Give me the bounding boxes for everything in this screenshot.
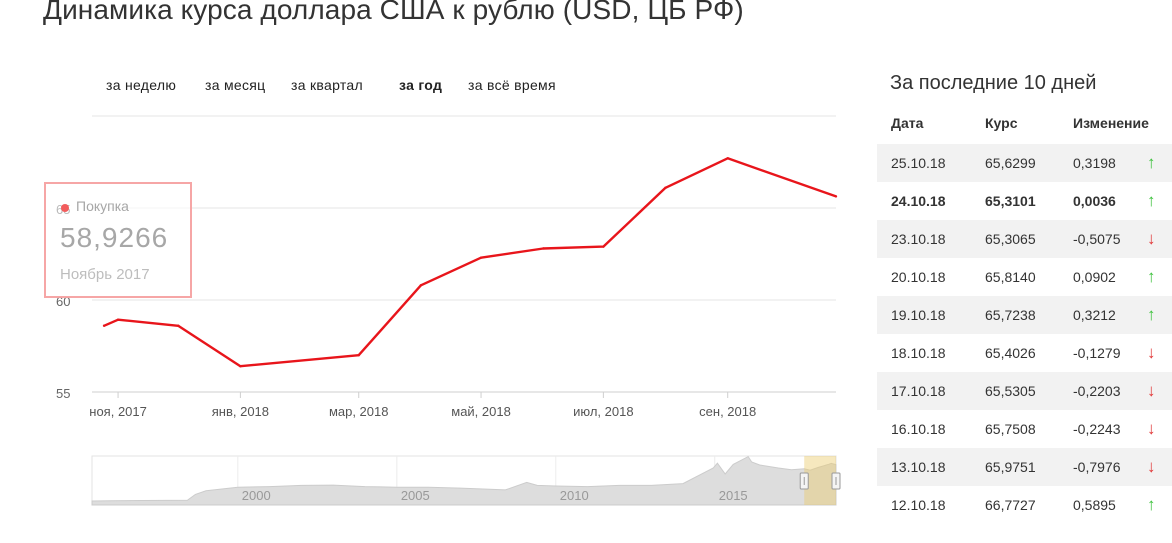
cell-change: 0,0902 [1073,269,1116,285]
table-row: 24.10.18 65,3101 0,0036 ↑ [877,182,1172,220]
table-row: 23.10.18 65,3065 -0,5075 ↓ [877,220,1172,258]
series-line-0 [103,157,837,368]
cell-date: 13.10.18 [891,459,946,475]
period-tab-1[interactable]: за месяц [205,77,266,93]
column-header-rate: Курс [985,115,1018,131]
arrow-up-icon: ↑ [1147,191,1156,210]
cell-date: 24.10.18 [891,193,946,209]
period-tab-2[interactable]: за квартал [291,77,363,93]
data-point [834,195,838,198]
cell-rate: 65,4026 [985,345,1036,361]
x-tick-label: ноя, 2017 [89,404,147,419]
data-point [602,245,605,248]
cell-change: -0,2203 [1073,383,1121,399]
cell-change: -0,7976 [1073,459,1121,475]
arrow-up-icon: ↑ [1147,267,1156,286]
data-point [542,247,545,250]
cell-date: 18.10.18 [891,345,946,361]
data-point [664,186,667,189]
table-row: 16.10.18 65,7508 -0,2243 ↓ [877,410,1172,448]
arrow-down-icon: ↓ [1147,457,1156,476]
x-tick-label: июл, 2018 [573,404,633,419]
x-tick-label: май, 2018 [451,404,511,419]
navigator-year-label: 2015 [719,488,748,503]
cell-date: 19.10.18 [891,307,946,323]
table-title: За последние 10 дней [890,72,1097,94]
arrow-down-icon: ↓ [1147,229,1156,248]
column-header-change: Изменение [1073,115,1149,131]
data-point [177,324,180,327]
data-point [102,324,106,327]
arrow-up-icon: ↑ [1147,495,1156,514]
page-title: Динамика курса доллара США к рублю (USD,… [43,0,744,25]
cell-date: 23.10.18 [891,231,946,247]
navigator-year-label: 2010 [560,488,589,503]
chart-grid [92,115,836,393]
cell-date: 20.10.18 [891,269,946,285]
navigator-selection[interactable] [804,456,836,505]
cell-change: 0,3212 [1073,307,1116,323]
cell-change: 0,3198 [1073,155,1116,171]
arrow-up-icon: ↑ [1147,153,1156,172]
x-tick-label: сен, 2018 [699,404,756,419]
navigator-year-label: 2005 [401,488,430,503]
arrow-up-icon: ↑ [1147,305,1156,324]
tooltip-value: 58,9266 [60,222,169,253]
cell-rate: 65,9751 [985,459,1036,475]
series-marker-icon [61,204,69,212]
period-tab-0[interactable]: за неделю [106,77,177,93]
arrow-down-icon: ↓ [1147,381,1156,400]
cell-rate: 65,7508 [985,421,1036,437]
cell-change: -0,2243 [1073,421,1121,437]
cell-rate: 65,8140 [985,269,1036,285]
x-tick-label: янв, 2018 [212,404,269,419]
cell-rate: 65,3101 [985,193,1036,209]
table-row: 19.10.18 65,7238 0,3212 ↑ [877,296,1172,334]
arrow-down-icon: ↓ [1147,343,1156,362]
navigator-area [91,455,837,506]
table-row: 12.10.18 66,7727 0,5895 ↑ [877,486,1172,524]
cell-change: -0,5075 [1073,231,1121,247]
cell-rate: 65,6299 [985,155,1036,171]
cell-rate: 65,7238 [985,307,1036,323]
y-tick-label: 55 [56,386,70,401]
navigator-year-label: 2000 [242,488,271,503]
tooltip-series-name: Покупка [76,198,129,214]
cell-date: 17.10.18 [891,383,946,399]
tooltip-date: Ноябрь 2017 [60,266,150,283]
cell-date: 16.10.18 [891,421,946,437]
cell-date: 12.10.18 [891,497,946,513]
column-header-date: Дата [891,115,924,131]
period-tab-4[interactable]: за всё время [468,77,556,93]
cell-change: 0,5895 [1073,497,1116,513]
x-tick-label: мар, 2018 [329,404,389,419]
chart-series [102,157,838,368]
data-point [726,157,729,160]
cell-rate: 65,5305 [985,383,1036,399]
arrow-down-icon: ↓ [1147,419,1156,438]
table-row: 25.10.18 65,6299 0,3198 ↑ [877,144,1172,182]
data-point [239,365,242,368]
navigator: 2000 2005 2010 2015 [91,455,841,506]
period-tab-3[interactable]: за год [399,77,443,93]
data-point [116,318,120,321]
cell-change: 0,0036 [1073,193,1116,209]
table-row: 13.10.18 65,9751 -0,7976 ↓ [877,448,1172,486]
chart-tooltip: Покупка 58,9266 Ноябрь 2017 [44,182,192,298]
table-row: 18.10.18 65,4026 -0,1279 ↓ [877,334,1172,372]
table-row: 20.10.18 65,8140 0,0902 ↑ [877,258,1172,296]
data-point [419,284,423,287]
cell-rate: 65,3065 [985,231,1036,247]
table-header: Дата Курс Изменение [877,115,1172,135]
x-axis: ноя, 2017 янв, 2018 мар, 2018 май, 2018 июл,… [89,391,836,419]
data-point [479,256,483,259]
table-row: 17.10.18 65,5305 -0,2203 ↓ [877,372,1172,410]
data-point [357,354,360,357]
cell-rate: 66,7727 [985,497,1036,513]
cell-change: -0,1279 [1073,345,1121,361]
cell-date: 25.10.18 [891,155,946,171]
